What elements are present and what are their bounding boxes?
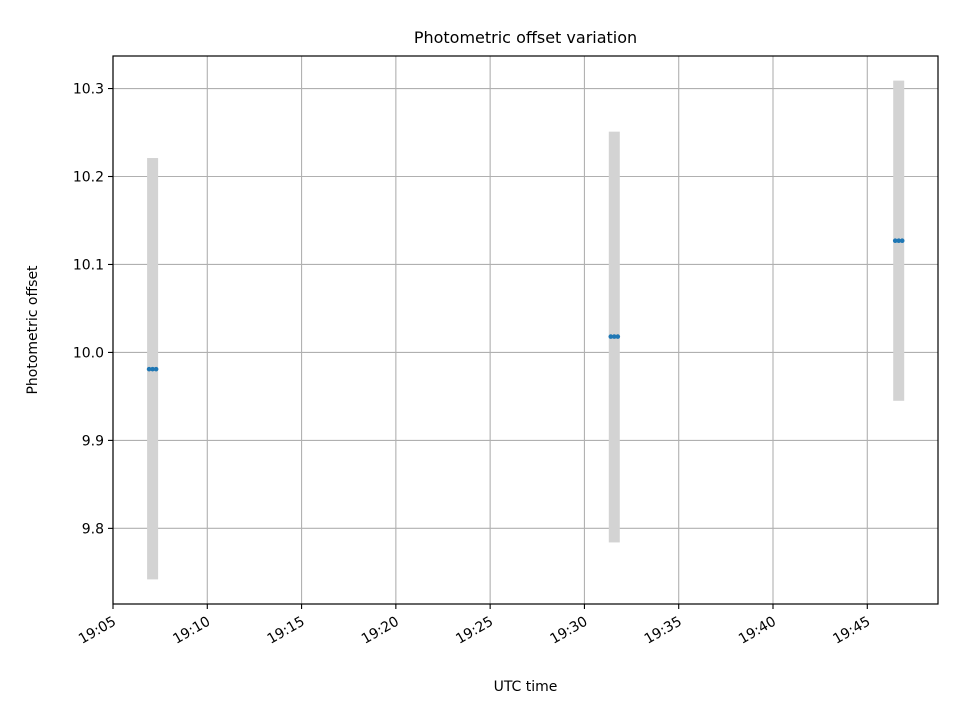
chart-title: Photometric offset variation	[414, 28, 637, 47]
y-tick-label: 10.2	[73, 170, 104, 186]
data-layer	[146, 80, 905, 580]
plot-frame	[112, 55, 939, 605]
y-tick-label: 10.0	[73, 345, 104, 361]
x-axis-label: UTC time	[494, 679, 558, 695]
y-tick-label: 10.1	[73, 257, 104, 273]
data-point	[892, 238, 905, 244]
data-point	[146, 366, 159, 372]
grid	[112, 56, 938, 604]
y-axis-label: Photometric offset	[25, 265, 41, 395]
data-point	[608, 334, 621, 339]
y-tick-label: 9.8	[82, 521, 104, 537]
y-tick-label: 9.9	[82, 433, 104, 449]
y-tick-label: 10.3	[73, 82, 104, 98]
